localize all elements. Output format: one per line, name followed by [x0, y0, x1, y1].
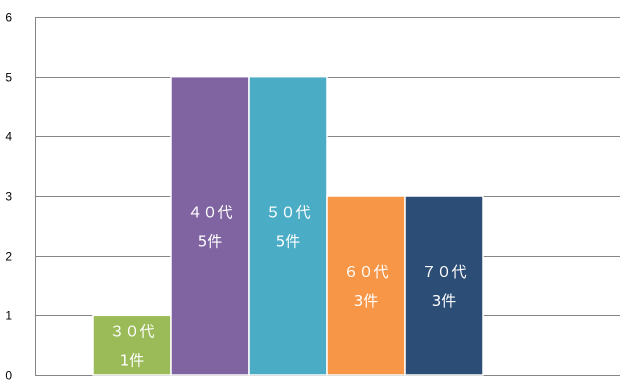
data-labels: ３０代 1件 ４０代 5件 ５０代 5件 ６０代 3件 ７０代 3件	[109, 203, 466, 369]
y-tick-label: 5	[5, 71, 12, 85]
y-tick-label: 1	[5, 309, 12, 323]
data-label-1-2: 1件	[120, 352, 145, 370]
bars	[92, 75, 484, 376]
y-tick-label: 6	[5, 11, 12, 25]
data-label-1-1: ３０代	[109, 323, 154, 341]
bar-3	[248, 75, 328, 376]
data-label-3-2: 5件	[276, 232, 301, 250]
data-label-5-2: 3件	[432, 292, 457, 310]
data-label-5-1: ７０代	[421, 263, 466, 281]
bar-1	[92, 314, 172, 376]
data-label-2-1: ４０代	[187, 203, 232, 221]
data-label-3-1: ５０代	[265, 203, 310, 221]
y-tick-label: 0	[5, 369, 12, 383]
y-axis: 0 1 2 3 4 5 6	[5, 11, 36, 383]
y-tick-label: 2	[5, 250, 12, 264]
bar-5	[404, 195, 484, 376]
y-tick-label: 4	[5, 130, 12, 144]
bar-2	[170, 75, 250, 376]
bar-4	[326, 195, 406, 376]
y-tick-label: 3	[5, 190, 12, 204]
data-label-4-2: 3件	[354, 292, 379, 310]
data-label-4-1: ６０代	[343, 263, 388, 281]
data-label-2-2: 5件	[198, 232, 223, 250]
